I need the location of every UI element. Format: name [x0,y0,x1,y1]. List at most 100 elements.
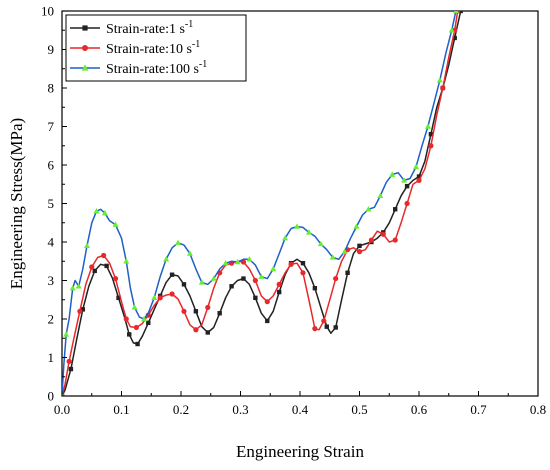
legend: Strain-rate:1 s-1 Strain-rate:10 s-1 Strai… [65,14,247,82]
data-point [436,77,443,83]
y-tick-label: 4 [48,235,55,250]
data-point [353,223,360,229]
data-point [135,341,140,347]
series-line-2 [62,11,459,396]
data-point [112,275,119,282]
data-point [123,316,129,322]
legend-marker [81,64,89,71]
data-point [133,324,139,331]
legend-label: Strain-rate:100 s-1 [106,59,207,77]
y-tick-label: 3 [48,273,55,288]
x-tick-label: 0.5 [351,402,367,417]
legend-item-1: Strain-rate:1 s-1 [70,19,193,37]
data-point [393,207,398,212]
data-point [357,243,362,249]
y-tick-label: 6 [48,158,55,173]
data-point [305,229,312,235]
data-point [452,35,457,41]
data-point [282,234,289,241]
data-point [448,27,455,33]
x-tick-label: 0.0 [54,402,70,417]
y-tick-label: 10 [41,4,54,19]
data-point [452,11,459,14]
data-point [104,263,109,269]
data-point [141,315,148,322]
data-point [163,256,170,262]
data-point [458,11,463,14]
data-point [401,177,408,183]
data-point [101,209,108,216]
x-tick-label: 0.1 [113,402,129,417]
data-point [276,289,282,295]
data-point [321,318,327,324]
data-point [146,320,151,326]
series-line-1 [62,11,462,396]
data-point [186,250,193,256]
data-point [389,171,396,177]
data-point [93,208,100,214]
legend-marker [82,45,88,51]
y-axis-title: Engineering Stress(MPa) [7,118,26,289]
data-point [198,279,205,285]
data-point [288,261,294,267]
x-tick-label: 0.8 [530,402,546,417]
data-point [234,258,241,265]
data-point [356,249,363,255]
data-point [428,143,434,149]
data-point [365,206,372,212]
data-point [193,309,199,314]
series-1 [62,11,463,396]
data-point [80,307,86,312]
x-tick-label: 0.4 [292,402,309,417]
y-tick-label: 0 [48,389,55,404]
data-point [246,256,253,262]
data-point [265,318,270,324]
data-point [131,304,138,310]
axes-layer: 0.0 0.1 0.2 0.3 0.4 0.5 0.6 0.7 0.8 0 1 2 3 4 5 6 7 8 9 10 [41,4,546,418]
data-point [101,252,107,259]
legend-label-sup: -1 [199,59,207,70]
data-point [68,366,74,372]
x-tick-label: 0.6 [411,402,428,417]
data-point [69,285,76,291]
data-point [312,326,318,332]
x-axis-title: Engineering Strain [236,442,364,461]
data-point [169,291,175,297]
data-point [324,324,329,329]
data-point [66,358,72,364]
data-point [377,192,384,198]
y-tick-label: 8 [48,81,55,96]
data-point [368,237,374,243]
x-tick-label: 0.3 [232,402,248,417]
data-point [392,237,398,243]
data-point [229,284,234,289]
data-point [317,240,324,247]
data-point [210,275,217,281]
data-point [77,308,83,314]
data-point [123,258,130,264]
data-point [151,294,158,301]
data-point [217,311,222,316]
data-point [169,272,175,277]
y-tick-label: 1 [48,350,55,365]
legend-item-2: Strain-rate:10 s-1 [70,39,200,57]
data-point [404,183,410,189]
data-point [127,332,132,337]
data-point [112,221,119,227]
data-point [205,330,210,335]
legend-label-sup: -1 [192,39,200,50]
data-point [416,177,422,183]
data-point [341,248,348,254]
data-point [440,85,446,91]
data-point [175,239,182,245]
data-point [413,163,420,170]
data-point [294,223,301,229]
data-point [253,295,258,301]
legend-marker [82,25,88,31]
data-point [333,325,338,330]
data-point [157,295,163,301]
y-tick-label: 9 [48,42,55,57]
data-point [181,282,187,287]
data-point [428,132,434,137]
